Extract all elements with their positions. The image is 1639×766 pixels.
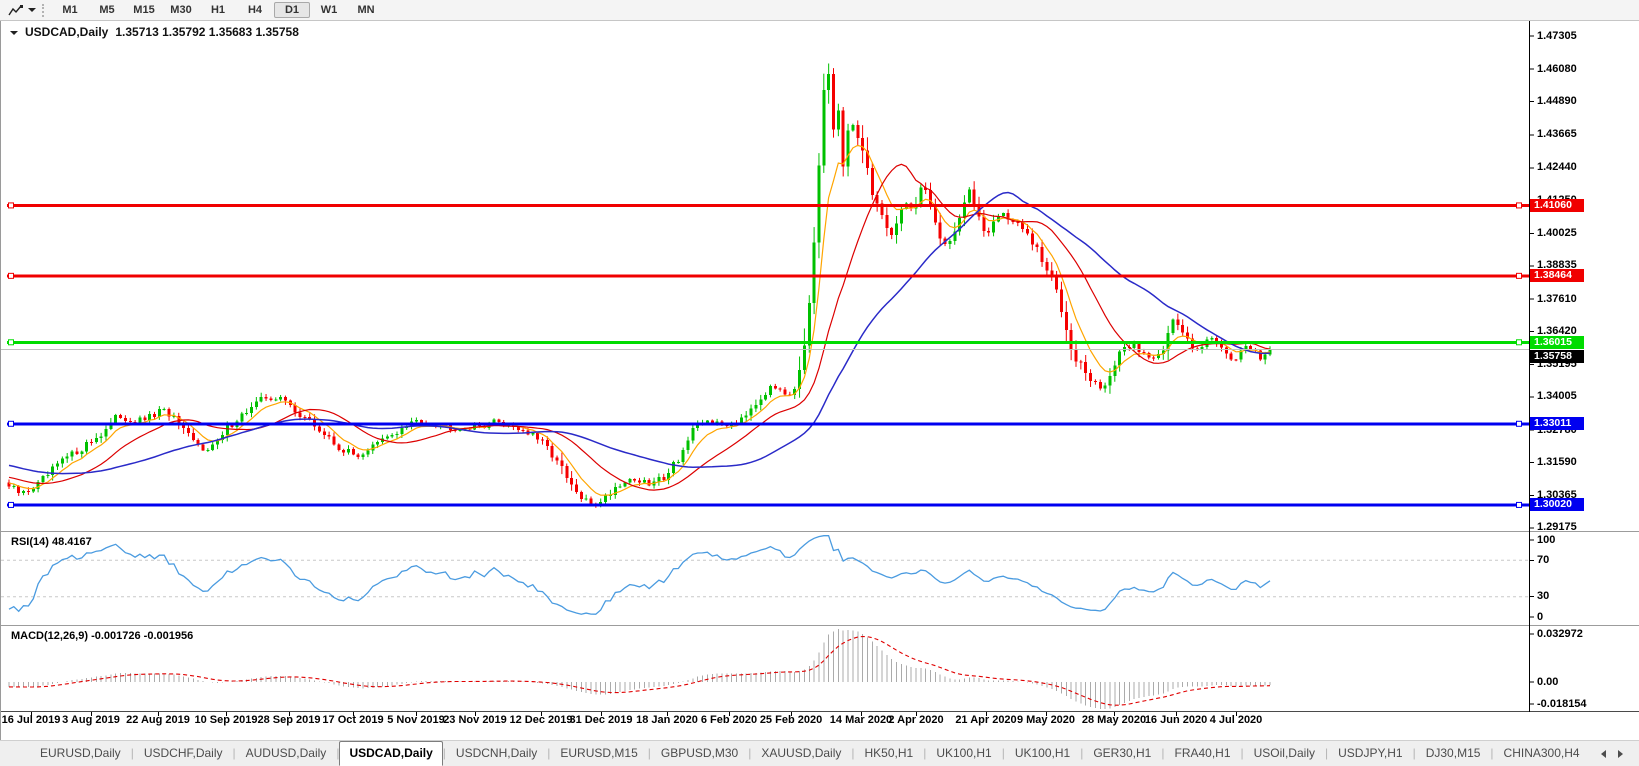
tab-EURUSD-M15[interactable]: EURUSD,M15: [560, 746, 638, 760]
tab-separator: |: [1412, 746, 1416, 760]
chart-tool-button[interactable]: [4, 4, 40, 17]
tab-separator: |: [547, 746, 551, 760]
tab-separator: |: [130, 746, 134, 760]
timeframe-M30[interactable]: M30: [170, 4, 192, 16]
tab-UK100-H1[interactable]: UK100,H1: [1014, 746, 1071, 760]
timeframe-H1[interactable]: H1: [210, 4, 226, 16]
tab-USDCAD-Daily[interactable]: USDCAD,Daily: [339, 741, 443, 766]
tab-USOil-Daily[interactable]: USOil,Daily: [1253, 746, 1315, 760]
chart-window: 1.47305 1.46080 1.44890 1.43665 1.42440 1.412…: [0, 21, 1639, 740]
time-axis[interactable]: [1, 712, 1529, 740]
tab-separator: |: [851, 746, 855, 760]
timeframe-D1[interactable]: D1: [274, 2, 310, 18]
timeframe-toolbar: M1 M5 M15 M30 H1 H4 D1 W1 MN: [0, 0, 1639, 21]
timeframe-H4[interactable]: H4: [247, 4, 263, 16]
timeframe-M1[interactable]: M1: [62, 4, 78, 16]
rsi-label: RSI(14) 48.4167: [11, 536, 92, 548]
tab-AUDUSD-Daily[interactable]: AUDUSD,Daily: [245, 746, 327, 760]
tab-USDCNH-Daily[interactable]: USDCNH,Daily: [455, 746, 538, 760]
chart-title: USDCAD,Daily 1.35713 1.35792 1.35683 1.3…: [10, 26, 299, 39]
macd-label: MACD(12,26,9) -0.001726 -0.001956: [11, 630, 194, 642]
tab-separator: |: [1490, 746, 1494, 760]
chart-tabs: EURUSD,Daily | USDCHF,Daily | AUDUSD,Daily | U…: [30, 741, 1590, 766]
tab-USDJPY-H1[interactable]: USDJPY,H1: [1338, 746, 1403, 760]
tab-separator: |: [1240, 746, 1244, 760]
timeframe-MN[interactable]: MN: [357, 4, 375, 16]
chart-menu-icon[interactable]: [10, 30, 18, 35]
tab-FRA40-H1[interactable]: FRA40,H1: [1174, 746, 1231, 760]
tab-GBPUSD-M30[interactable]: GBPUSD,M30: [660, 746, 739, 760]
tab-separator: |: [1324, 746, 1329, 760]
timeframe-buttons: M1 M5 M15 M30 H1 H4 D1 W1 MN: [52, 2, 384, 18]
tab-separator: |: [232, 746, 236, 760]
chart-tabs-bar: EURUSD,Daily | USDCHF,Daily | AUDUSD,Daily | U…: [0, 740, 1639, 766]
tabs-scroll-right-icon[interactable]: [1618, 750, 1623, 758]
chart-symbol-label: USDCAD,Daily: [25, 25, 109, 39]
tab-CHINA300-H4[interactable]: CHINA300,H4: [1503, 746, 1580, 760]
tab-DJ30-M15[interactable]: DJ30,M15: [1425, 746, 1481, 760]
timeframe-M5[interactable]: M5: [99, 4, 115, 16]
tab-XAUUSD-Daily[interactable]: XAUUSD,Daily: [761, 746, 842, 760]
tab-separator: |: [442, 746, 446, 760]
toolbar-grip[interactable]: [42, 3, 47, 17]
chart-ohlc-values: 1.35713 1.35792 1.35683 1.35758: [115, 25, 299, 39]
chart-line-tool-icon: [8, 4, 23, 15]
timeframe-W1[interactable]: W1: [320, 4, 338, 16]
tab-separator: |: [647, 746, 651, 760]
tab-USDCHF-Daily[interactable]: USDCHF,Daily: [143, 746, 223, 760]
tab-separator: |: [1001, 746, 1005, 760]
tab-HK50-H1[interactable]: HK50,H1: [864, 746, 914, 760]
tab-UK100-H1[interactable]: UK100,H1: [936, 746, 992, 760]
tab-separator: |: [923, 746, 927, 760]
price-axis[interactable]: [1529, 21, 1639, 711]
timeframe-M15[interactable]: M15: [133, 4, 155, 16]
tabs-scroll-arrows: [1601, 750, 1639, 766]
tabs-scroll-left-icon[interactable]: [1601, 750, 1606, 758]
tab-separator: |: [1080, 746, 1084, 760]
tab-separator: |: [748, 746, 752, 760]
chart-plot-area[interactable]: [1, 21, 1639, 740]
tab-separator: |: [1161, 746, 1165, 760]
tab-EURUSD-Daily[interactable]: EURUSD,Daily: [40, 746, 121, 760]
tab-separator: |: [336, 746, 340, 760]
chevron-down-icon: [28, 8, 36, 12]
tab-GER30-H1[interactable]: GER30,H1: [1093, 746, 1152, 760]
